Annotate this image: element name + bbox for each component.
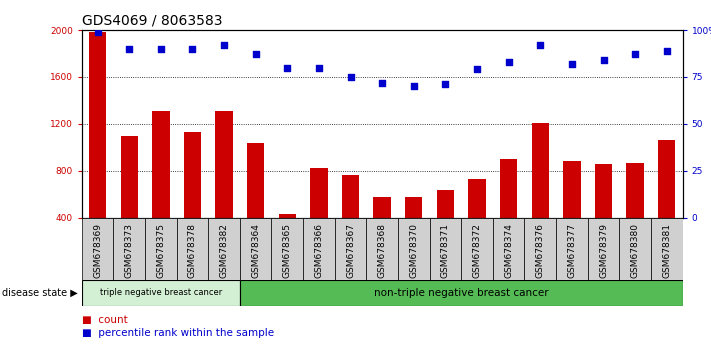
Point [471,67,483,72]
Bar [595,164,612,265]
Text: GSM678365: GSM678365 [283,223,292,278]
Text: GSM678376: GSM678376 [536,223,545,278]
Bar [82,218,113,280]
Bar [113,218,145,280]
Text: GSM678374: GSM678374 [504,223,513,278]
Point [566,61,577,67]
Point [408,84,419,89]
Point [629,52,641,57]
Bar [89,33,106,265]
Text: GSM678368: GSM678368 [378,223,387,278]
Text: GSM678382: GSM678382 [220,223,228,278]
Bar [461,218,493,280]
Text: GSM678378: GSM678378 [188,223,197,278]
Text: GSM678381: GSM678381 [662,223,671,278]
Bar [405,196,422,265]
Bar [82,280,240,306]
Bar [469,179,486,265]
Point [282,65,293,70]
Bar [588,218,619,280]
Bar [145,218,176,280]
Bar [176,218,208,280]
Bar [279,214,296,265]
Text: disease state ▶: disease state ▶ [2,288,78,298]
Bar [398,218,429,280]
Bar [373,196,391,265]
Text: non-triple negative breast cancer: non-triple negative breast cancer [374,288,548,298]
Text: ■  count: ■ count [82,315,127,325]
Bar [247,143,264,265]
Text: GSM678375: GSM678375 [156,223,166,278]
Bar [658,140,675,265]
Bar [619,218,651,280]
Bar [215,111,232,265]
Bar [651,218,683,280]
Bar [525,218,556,280]
Text: triple negative breast cancer: triple negative breast cancer [100,289,222,297]
Bar [183,132,201,265]
Bar [208,218,240,280]
Bar [152,111,169,265]
Bar [303,218,335,280]
Text: GSM678380: GSM678380 [631,223,640,278]
Bar [626,162,644,265]
Point [314,65,325,70]
Point [503,59,514,65]
Point [187,46,198,52]
Point [218,42,230,48]
Point [92,29,103,35]
Bar [335,218,366,280]
Text: GSM678369: GSM678369 [93,223,102,278]
Point [250,52,262,57]
Text: GSM678366: GSM678366 [314,223,324,278]
Point [345,74,356,80]
Text: GSM678373: GSM678373 [124,223,134,278]
Text: GSM678379: GSM678379 [599,223,608,278]
Bar [556,218,588,280]
Bar [272,218,303,280]
Bar [500,159,518,265]
Point [439,82,451,87]
Point [535,42,546,48]
Bar [310,169,328,265]
Point [155,46,166,52]
Bar [437,190,454,265]
Text: GSM678371: GSM678371 [441,223,450,278]
Bar [240,218,272,280]
Point [377,80,388,85]
Bar [563,161,581,265]
Bar [493,218,525,280]
Text: GSM678372: GSM678372 [473,223,481,278]
Text: ■  percentile rank within the sample: ■ percentile rank within the sample [82,328,274,338]
Text: GSM678367: GSM678367 [346,223,355,278]
Point [124,46,135,52]
Text: GSM678370: GSM678370 [410,223,418,278]
Bar [240,280,683,306]
Bar [532,123,549,265]
Text: GSM678377: GSM678377 [567,223,577,278]
Point [661,48,673,53]
Bar [120,136,138,265]
Bar [366,218,398,280]
Point [598,57,609,63]
Text: GDS4069 / 8063583: GDS4069 / 8063583 [82,13,223,28]
Bar [429,218,461,280]
Text: GSM678364: GSM678364 [251,223,260,278]
Bar [342,176,359,265]
